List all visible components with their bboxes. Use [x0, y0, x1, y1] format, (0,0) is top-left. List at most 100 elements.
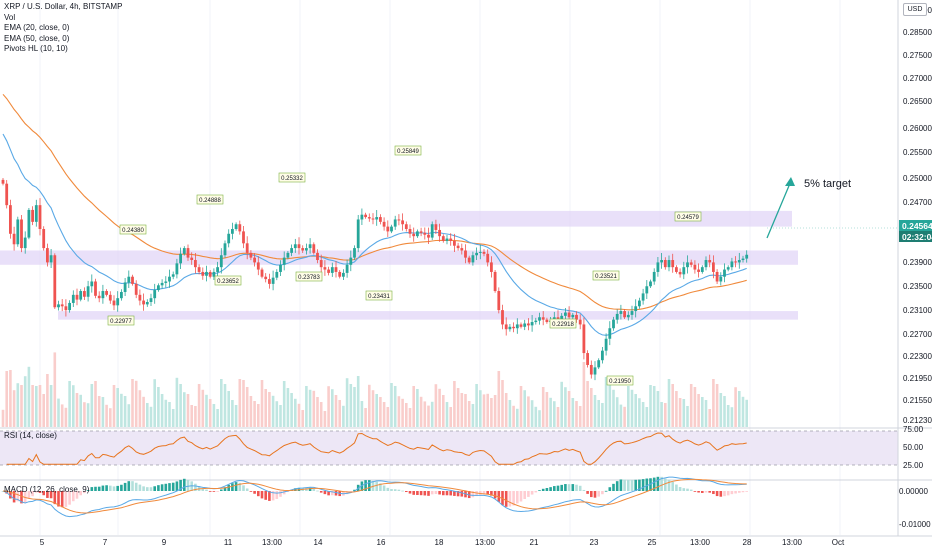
macd-pane [0, 476, 932, 537]
candle-body [497, 291, 501, 311]
macd-hist-bar [645, 478, 649, 491]
candle-body [667, 260, 671, 268]
macd-hist-bar [634, 479, 637, 491]
candle-body [427, 234, 430, 238]
macd-hist-bar [741, 491, 745, 493]
currency-button[interactable]: USD [903, 3, 927, 16]
ema50-line [2, 93, 747, 311]
pivot-box [196, 194, 224, 205]
candle-body [593, 367, 597, 375]
zone-rect [0, 250, 798, 265]
volume-bar [479, 390, 482, 427]
volume-bar [538, 410, 541, 427]
macd-hist-bar [64, 491, 68, 507]
rsi-tick-label: 50.00 [903, 443, 924, 452]
candle-body [260, 269, 264, 277]
candle-body [108, 294, 112, 301]
price-tick-label: 0.22300 [903, 352, 932, 361]
candle-body [660, 260, 663, 263]
macd-hist-bar [305, 488, 308, 491]
candle-body [79, 291, 83, 300]
volume-bar [497, 371, 501, 427]
countdown-tag-text: 02:32:04 [902, 232, 932, 242]
legend-ema20[interactable]: EMA (20, close, 0) [4, 23, 70, 32]
legend-vol[interactable]: Vol [4, 12, 16, 22]
volume-bar [689, 384, 693, 427]
candle-body [327, 269, 330, 273]
price-tick-label: 0.24700 [903, 198, 932, 207]
macd-hist-bar [212, 491, 216, 492]
symbol-title[interactable]: XRP / U.S. Dollar, 4h, BITSTAMP [4, 2, 123, 11]
macd-hist-bar [408, 491, 412, 494]
volume-bar [353, 387, 356, 427]
rsi-line [6, 432, 747, 465]
volume-bar [412, 386, 415, 427]
macd-hist-bar [405, 491, 408, 493]
volume-bar [253, 401, 256, 427]
candle-body [367, 217, 371, 219]
volume-bar [245, 387, 249, 427]
macd-label[interactable]: MACD (12, 26, close, 9) [4, 485, 90, 494]
candle-body [264, 276, 268, 280]
candle-body [112, 300, 116, 306]
macd-hist-bar [364, 480, 367, 491]
volume-bar [1, 409, 5, 427]
macd-hist-bar [675, 484, 678, 491]
candle-body [53, 255, 57, 308]
volume-bar [345, 378, 349, 427]
legend-pivots[interactable]: Pivots HL (10, 10) [4, 44, 68, 53]
rsi-label[interactable]: RSI (14, close) [4, 431, 57, 440]
macd-hist-bar [279, 491, 282, 497]
macd-hist-bar [597, 491, 600, 497]
macd-hist-bar [416, 491, 419, 495]
volume-bar [234, 405, 238, 427]
macd-hist-bar [334, 491, 338, 496]
chart-legend: XRP / U.S. Dollar, 4h, BITSTAMP Vol EMA … [4, 2, 122, 55]
time-tick-label: 13:00 [475, 538, 496, 547]
macd-hist-bar [697, 491, 700, 493]
volume-bar [534, 406, 538, 427]
candle-body [160, 282, 164, 286]
candle-body [630, 311, 634, 315]
candle-body [453, 240, 456, 246]
volume-bar [75, 393, 79, 427]
volume-bar [127, 404, 131, 427]
macd-hist-bar [123, 482, 127, 491]
candle-body [741, 258, 745, 261]
volume-bar [38, 385, 42, 427]
candle-body [256, 262, 260, 270]
macd-hist-bar [86, 490, 90, 491]
macd-hist-bar [146, 487, 149, 491]
volume-bar [715, 384, 719, 427]
candle-body [75, 294, 79, 300]
candle-body [282, 257, 286, 265]
volume-bar [656, 391, 660, 427]
volume-bar [368, 384, 371, 427]
volume-bar [257, 404, 260, 427]
arrow-head [785, 177, 795, 186]
legend-ema50[interactable]: EMA (50, close, 0) [4, 33, 70, 43]
volume-bar [449, 407, 452, 427]
macd-hist-bar [726, 491, 730, 496]
candle-body [541, 317, 545, 320]
volume-bar [79, 394, 82, 427]
candle-body [604, 338, 608, 351]
macd-hist-bar [582, 489, 586, 491]
volume-bar [467, 401, 471, 427]
volume-bar [46, 374, 49, 427]
macd-hist-bar [72, 491, 75, 502]
macd-hist-bar [523, 491, 526, 499]
macd-hist-bar [57, 491, 60, 507]
macd-hist-bar [31, 491, 34, 497]
price-tick-label: 0.21550 [903, 396, 932, 405]
macd-hist-bar [105, 485, 108, 491]
candle-body [305, 248, 308, 251]
macd-hist-bar [238, 482, 242, 491]
candle-body [231, 229, 234, 234]
candle-body [116, 298, 120, 306]
time-tick-label: 11 [224, 538, 233, 547]
candle-body [508, 326, 512, 330]
candle-body [467, 257, 471, 263]
arrow-line [766, 180, 792, 239]
